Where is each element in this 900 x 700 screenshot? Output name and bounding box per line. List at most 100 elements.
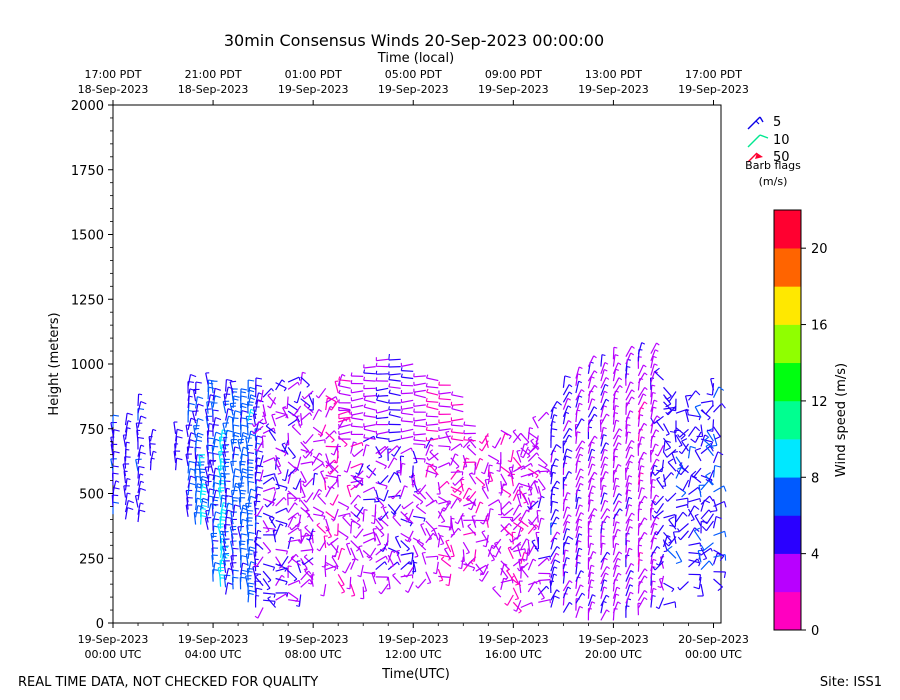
wind-barb bbox=[650, 371, 656, 383]
wind-barb-feather bbox=[128, 499, 135, 504]
wind-barb-feather bbox=[480, 521, 484, 525]
barb-column bbox=[222, 378, 235, 595]
wind-barb bbox=[262, 387, 272, 398]
wind-barb-feather bbox=[706, 429, 713, 432]
wind-barb bbox=[437, 535, 441, 548]
wind-barb bbox=[656, 478, 664, 490]
wind-barb-feather bbox=[196, 475, 203, 479]
wind-barb-feather bbox=[413, 421, 416, 426]
wind-barb-feather bbox=[533, 527, 537, 531]
wind-barb bbox=[387, 550, 393, 563]
wind-barb bbox=[440, 558, 452, 567]
wind-barb bbox=[219, 516, 222, 529]
wind-barb-feather bbox=[452, 489, 456, 493]
wind-barb bbox=[600, 413, 608, 425]
wind-barb-feather bbox=[306, 384, 310, 388]
wind-barb-feather bbox=[604, 383, 609, 387]
wind-barb-feather bbox=[283, 407, 288, 410]
wind-barb-feather bbox=[458, 499, 462, 503]
wind-barb-feather bbox=[546, 469, 550, 474]
wind-barb bbox=[329, 463, 339, 474]
wind-barb bbox=[337, 548, 343, 560]
wind-barb-feather bbox=[653, 399, 658, 403]
barb-column bbox=[209, 380, 222, 582]
wind-barb-feather bbox=[641, 436, 645, 439]
wind-barb-feather bbox=[556, 444, 562, 449]
x-top-tick-date: 19-Sep-2023 bbox=[678, 83, 749, 96]
wind-barb bbox=[450, 486, 462, 493]
wind-barb bbox=[247, 488, 252, 501]
wind-barb bbox=[600, 456, 606, 469]
wind-barb-feather bbox=[388, 353, 390, 361]
wind-barb bbox=[550, 501, 553, 514]
wind-barb-feather bbox=[509, 546, 513, 551]
wind-barb bbox=[122, 434, 127, 448]
wind-barb bbox=[668, 391, 677, 402]
wind-barb bbox=[375, 518, 384, 529]
wind-barb bbox=[374, 504, 377, 517]
wind-barb-feather bbox=[285, 550, 289, 555]
wind-barb bbox=[413, 404, 426, 407]
wind-barb bbox=[275, 382, 287, 389]
wind-barb-feather bbox=[127, 492, 131, 495]
wind-barb bbox=[268, 517, 277, 529]
wind-barb-feather bbox=[551, 500, 559, 504]
wind-barb-feather bbox=[425, 383, 428, 387]
wind-barb-feather bbox=[241, 410, 248, 413]
wind-barb bbox=[149, 429, 154, 442]
wind-barb bbox=[245, 438, 249, 451]
wind-barb bbox=[713, 530, 725, 537]
wind-barb bbox=[217, 466, 222, 479]
wind-barb-feather bbox=[555, 508, 559, 512]
wind-barb bbox=[252, 566, 257, 579]
wind-barb bbox=[550, 509, 557, 521]
wind-barb bbox=[575, 373, 579, 386]
wind-barb-feather bbox=[653, 464, 658, 468]
wind-barb-feather bbox=[605, 594, 610, 598]
wind-barb-feather bbox=[138, 393, 143, 396]
wind-barb bbox=[426, 406, 439, 411]
wind-barb bbox=[679, 428, 689, 438]
wind-barb-feather bbox=[549, 573, 551, 578]
wind-barb bbox=[337, 574, 345, 585]
wind-barb bbox=[550, 595, 555, 608]
wind-barb-feather bbox=[618, 500, 622, 504]
wind-barb bbox=[437, 496, 449, 504]
wind-barb-feather bbox=[490, 471, 494, 475]
wind-barb bbox=[240, 432, 244, 445]
wind-barb-feather bbox=[404, 590, 409, 593]
wind-barb-feather bbox=[363, 396, 367, 401]
wind-barb-feather bbox=[693, 505, 700, 510]
wind-barb-feather bbox=[546, 411, 550, 416]
wind-barb bbox=[600, 434, 604, 447]
wind-barb bbox=[510, 449, 514, 462]
wind-barb-feather bbox=[631, 389, 635, 393]
wind-barb bbox=[137, 502, 141, 515]
wind-barb-feather bbox=[208, 422, 213, 425]
wind-barb-feather bbox=[400, 409, 403, 414]
wind-barb-feather bbox=[507, 460, 512, 463]
wind-barb-feather bbox=[257, 457, 261, 460]
wind-barb bbox=[675, 503, 688, 509]
wind-barb bbox=[200, 483, 203, 496]
wind-barb bbox=[511, 532, 514, 545]
wind-barb-feather bbox=[317, 493, 321, 496]
wind-barb bbox=[229, 381, 234, 394]
wind-barb bbox=[230, 541, 234, 554]
wind-barb bbox=[284, 469, 289, 481]
wind-barb bbox=[495, 546, 502, 558]
wind-barb-feather bbox=[190, 417, 197, 422]
wind-barb-feather bbox=[703, 557, 707, 561]
wind-barb bbox=[287, 447, 296, 458]
wind-barb-feather bbox=[656, 476, 661, 480]
wind-barb bbox=[527, 431, 539, 440]
wind-barb-feather bbox=[593, 355, 597, 359]
wind-barb bbox=[637, 581, 640, 594]
wind-barb bbox=[487, 508, 491, 521]
wind-barb bbox=[562, 398, 569, 410]
wind-barb-feather bbox=[441, 520, 445, 524]
wind-barb-feather bbox=[504, 433, 509, 436]
wind-barb-feather bbox=[353, 484, 357, 489]
wind-barb-feather bbox=[677, 434, 680, 438]
wind-barb-feather bbox=[461, 471, 464, 476]
